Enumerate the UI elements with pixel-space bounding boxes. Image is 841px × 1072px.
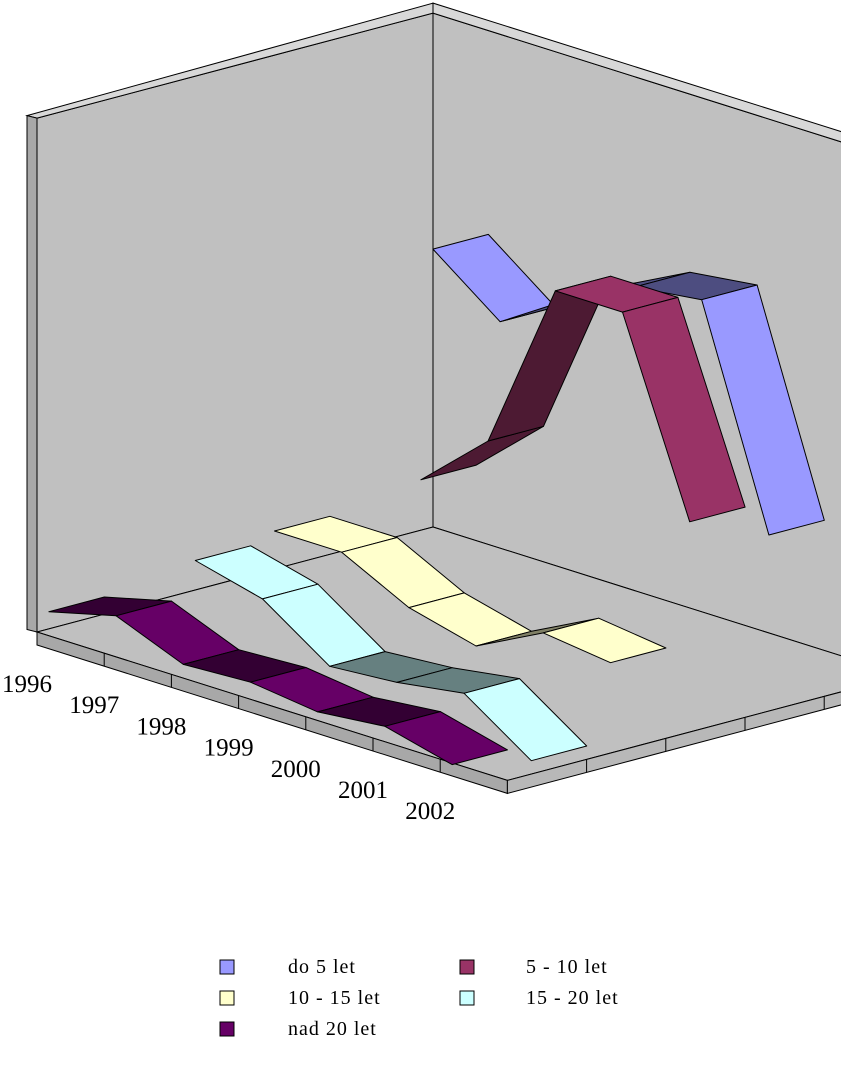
series-ribbon xyxy=(420,275,746,523)
x-tick-label: 1998 xyxy=(136,713,186,740)
series-ribbon xyxy=(48,596,508,766)
legend-swatch xyxy=(219,990,235,1006)
legend-label: 15 - 20 let xyxy=(526,987,619,1009)
ribbon-segment xyxy=(701,284,825,536)
x-tick-label: 1997 xyxy=(69,692,119,719)
chart-series-ribbons xyxy=(48,233,825,766)
series-ribbon xyxy=(274,515,667,664)
series-ribbon xyxy=(194,545,588,762)
legend-label: 5 - 10 let xyxy=(526,956,608,978)
x-tick-label: 2002 xyxy=(405,798,455,825)
legend-label: nad 20 let xyxy=(288,1018,377,1040)
legend: do 5 let 5 - 10 let 10 - 15 let 15 - 20 let… xyxy=(219,956,619,1040)
x-tick-label: 1996 xyxy=(2,671,52,698)
x-tick-label: 2001 xyxy=(338,777,388,804)
x-tick-label: 2000 xyxy=(271,756,321,783)
side-wall-edge xyxy=(26,114,38,633)
legend-swatch xyxy=(219,1021,235,1037)
ribbon-segment xyxy=(542,617,667,664)
legend-swatch xyxy=(459,959,475,975)
floor-right-edge xyxy=(506,691,841,795)
ribbon-segment xyxy=(463,678,588,762)
x-axis: 1996 1997 1998 1999 2000 2001 2002 xyxy=(2,671,455,825)
x-tick-label: 1999 xyxy=(204,735,254,762)
legend-label: 10 - 15 let xyxy=(288,987,381,1009)
ribbon-segment xyxy=(622,296,746,523)
legend-swatch xyxy=(219,959,235,975)
legend-swatch xyxy=(459,990,475,1006)
back-wall-top xyxy=(432,2,841,143)
chart-walls xyxy=(25,2,841,795)
ribbon-segment xyxy=(384,711,508,766)
legend-label: do 5 let xyxy=(288,956,356,978)
